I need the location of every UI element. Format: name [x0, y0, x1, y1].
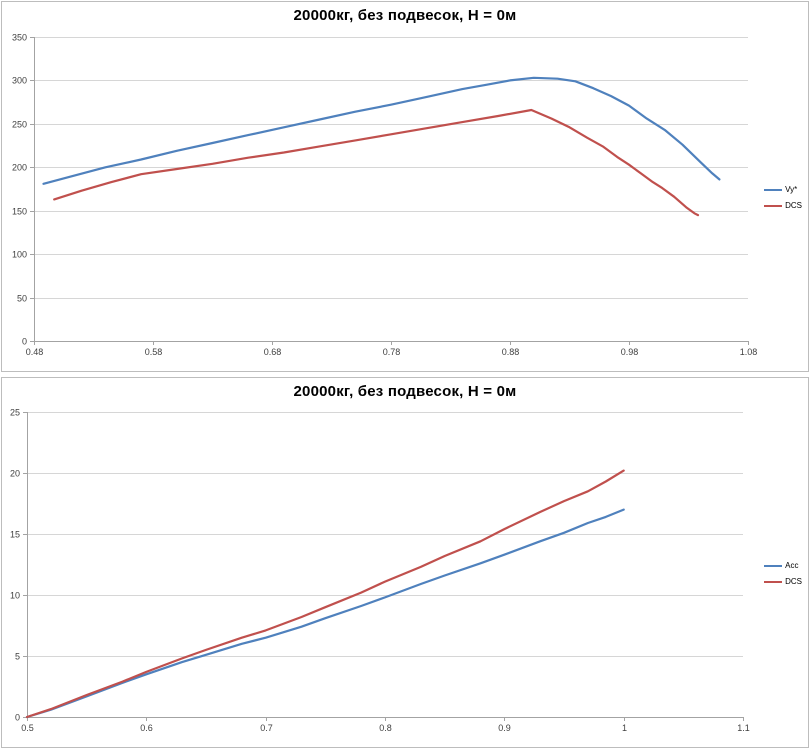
- svg-text:0: 0: [22, 337, 27, 347]
- svg-text:0.6: 0.6: [140, 723, 153, 733]
- svg-text:250: 250: [12, 120, 27, 130]
- legend-label-vy: Vy*: [785, 185, 798, 194]
- legend-item-dcs-top: DCS: [764, 198, 802, 214]
- svg-text:20: 20: [10, 469, 20, 479]
- legend-label-dcs-bottom: DCS: [785, 577, 802, 586]
- legend-label-dcs-top: DCS: [785, 201, 802, 210]
- legend-line-swatch-dcs-top: [764, 205, 783, 207]
- svg-text:0.9: 0.9: [498, 723, 511, 733]
- svg-text:0.5: 0.5: [21, 723, 34, 733]
- svg-text:100: 100: [12, 250, 27, 260]
- svg-text:0.48: 0.48: [26, 347, 44, 357]
- chart-title-bottom: 20000кг, без подвесок, H = 0м: [293, 383, 517, 400]
- svg-text:1.1: 1.1: [737, 723, 750, 733]
- svg-text:200: 200: [12, 163, 27, 173]
- svg-text:300: 300: [12, 76, 27, 86]
- svg-text:5: 5: [15, 652, 20, 662]
- svg-text:0.88: 0.88: [502, 347, 520, 357]
- chart-panel-top: 0 50 100 150 200 250 300 350 0.48 0.58 0.68 0.78 0.8…: [1, 1, 809, 372]
- chart-title-top: 20000кг, без подвесок, H = 0м: [293, 7, 517, 24]
- svg-text:0.68: 0.68: [264, 347, 282, 357]
- svg-text:150: 150: [12, 207, 27, 217]
- svg-text:0.98: 0.98: [621, 347, 639, 357]
- svg-text:0.7: 0.7: [260, 723, 273, 733]
- svg-text:1: 1: [622, 723, 627, 733]
- svg-text:0.78: 0.78: [383, 347, 401, 357]
- chart-panel-bottom: 0 5 10 15 20 25 0.5 0.6 0.7 0.8 0.9 1 1.1 20000кг, б…: [1, 377, 809, 748]
- svg-text:350: 350: [12, 33, 27, 43]
- legend-item-acc: Acc: [764, 558, 802, 574]
- svg-text:15: 15: [10, 530, 20, 540]
- legend-line-swatch-vy: [764, 189, 783, 191]
- svg-text:0.58: 0.58: [145, 347, 163, 357]
- legend-item-vy: Vy*: [764, 182, 802, 198]
- legend-line-swatch-acc: [764, 565, 783, 567]
- legend-top: Vy* DCS: [764, 182, 802, 214]
- svg-text:10: 10: [10, 591, 20, 601]
- svg-text:1.08: 1.08: [740, 347, 758, 357]
- legend-line-swatch-dcs-bottom: [764, 581, 783, 583]
- svg-text:50: 50: [17, 294, 27, 304]
- legend-item-dcs-bottom: DCS: [764, 574, 802, 590]
- legend-label-acc: Acc: [785, 561, 799, 570]
- svg-text:0.8: 0.8: [379, 723, 392, 733]
- svg-text:0: 0: [15, 713, 20, 723]
- line-chart-bottom: 0 5 10 15 20 25 0.5 0.6 0.7 0.8 0.9 1 1.1: [10, 408, 750, 734]
- svg-text:25: 25: [10, 408, 20, 418]
- line-chart-top: 0 50 100 150 200 250 300 350 0.48 0.58 0.68 0.78 0.8…: [12, 33, 758, 358]
- legend-bottom: Acc DCS: [764, 558, 802, 590]
